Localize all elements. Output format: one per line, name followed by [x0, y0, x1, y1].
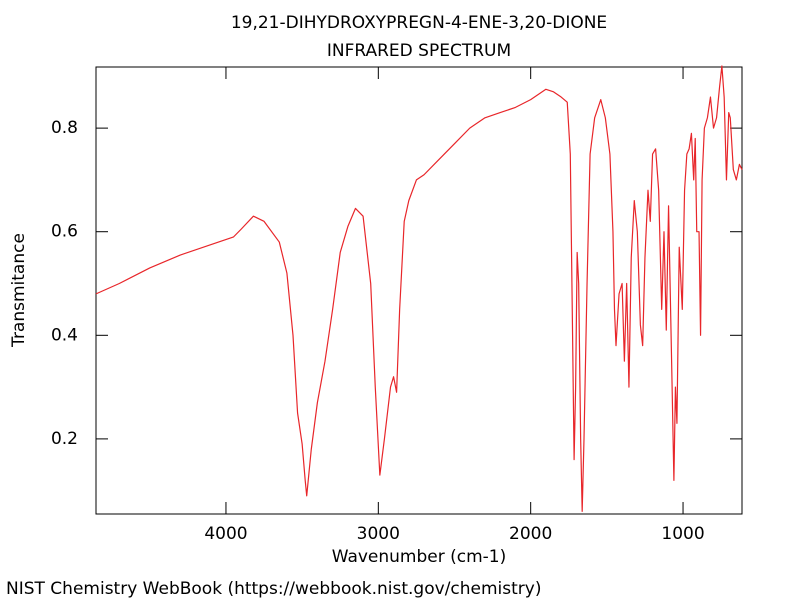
y-tick-label: 0.4	[51, 325, 78, 345]
y-tick-label: 0.2	[51, 429, 78, 449]
chart-subtitle: INFRARED SPECTRUM	[327, 41, 511, 61]
x-tick-label: 4000	[204, 524, 247, 544]
x-axis-label: Wavenumber (cm-1)	[332, 547, 507, 567]
plot-frame	[95, 66, 743, 515]
x-tick-label: 2000	[509, 524, 552, 544]
source-note: NIST Chemistry WebBook (https://webbook.…	[6, 579, 541, 599]
y-tick-label: 0.8	[51, 118, 78, 138]
y-axis-label: Transmitance	[9, 233, 29, 348]
x-tick-label: 1000	[661, 524, 704, 544]
chart-title: 19,21-DIHYDROXYPREGN-4-ENE-3,20-DIONE	[231, 13, 607, 33]
spectrum-line	[95, 65, 743, 513]
y-tick-label: 0.6	[51, 222, 78, 242]
x-tick-label: 3000	[357, 524, 400, 544]
